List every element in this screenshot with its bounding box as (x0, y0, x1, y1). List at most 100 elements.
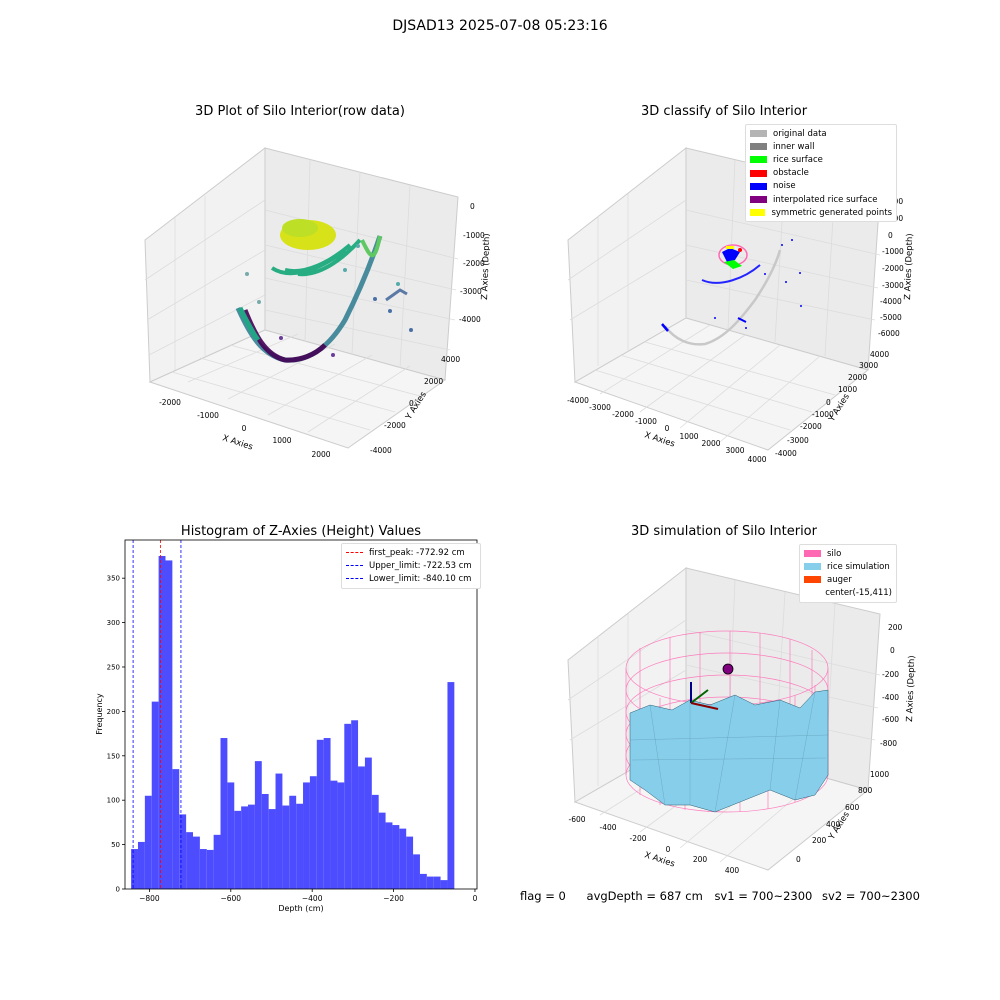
legend-swatch (750, 169, 767, 177)
raw-point-cloud (235, 219, 413, 363)
histogram-bar (289, 795, 297, 889)
svg-text:-1000: -1000 (463, 231, 485, 240)
y-tick-label: 100 (107, 797, 120, 805)
svg-text:-4000: -4000 (775, 449, 797, 458)
svg-text:-1000: -1000 (635, 417, 657, 426)
histogram-bar (179, 814, 187, 889)
histogram-bar (337, 782, 345, 889)
svg-text:400: 400 (826, 820, 841, 829)
y-tick-label: 150 (107, 752, 120, 760)
legend-line (346, 565, 363, 567)
histogram-bar (261, 793, 269, 889)
x-tick-label: −600 (220, 894, 241, 903)
y-axis-ticks: 0 50 100 150 200 250 300 350 (107, 575, 125, 894)
histogram-bar (303, 782, 310, 889)
histogram-bar (213, 834, 221, 889)
svg-text:4000: 4000 (441, 355, 460, 364)
histogram-bar (309, 776, 317, 889)
svg-text:0: 0 (470, 202, 475, 211)
histogram-bar (268, 809, 276, 889)
legend-swatch (804, 590, 819, 597)
histogram-title: Histogram of Z-Axies (Height) Values (180, 524, 422, 539)
svg-text:1000: 1000 (679, 432, 698, 441)
svg-text:4000: 4000 (747, 455, 766, 464)
svg-text:0: 0 (796, 855, 801, 864)
histogram-bar (330, 780, 338, 889)
figure-title: DJSAD13 2025-07-08 05:23:16 (392, 18, 608, 34)
svg-text:-600: -600 (882, 715, 899, 724)
svg-text:0: 0 (826, 398, 831, 407)
svg-text:X Axies: X Axies (643, 850, 676, 869)
svg-text:X Axies: X Axies (221, 433, 254, 452)
flag-status: flag = 0 (520, 889, 566, 903)
histogram-bar (378, 812, 386, 889)
status-line: flag = 0 avgDepth = 687 cm sv1 = 700~230… (520, 889, 920, 903)
svg-text:0: 0 (665, 424, 670, 433)
svg-text:-1000: -1000 (882, 247, 904, 256)
svg-text:-800: -800 (880, 739, 897, 748)
y-tick-label: 350 (107, 575, 120, 583)
svg-text:-3000: -3000 (787, 436, 809, 445)
raw-3d-plot: -2000 -1000 0 1000 2000 -4000 -2000 0 20… (144, 146, 490, 459)
svg-text:-2000: -2000 (612, 410, 634, 419)
histogram-legend: first_peak: -772.92 cm Upper_limit: -722… (341, 543, 481, 589)
sv2-status: sv2 = 700~2300 (822, 889, 920, 903)
x-axis-ticks: −800 −600 −400 −200 0 (139, 889, 478, 903)
legend-swatch (750, 143, 767, 151)
legend-swatch (804, 550, 821, 558)
svg-text:0: 0 (409, 399, 414, 408)
histogram-bar (399, 828, 407, 889)
histogram-bar (206, 849, 214, 889)
sv1-status: sv1 = 700~2300 (714, 889, 813, 903)
svg-text:800: 800 (858, 786, 873, 795)
svg-text:200: 200 (888, 623, 903, 632)
histogram-bar (151, 701, 159, 889)
svg-text:-6000: -6000 (878, 329, 900, 338)
histogram-bar (406, 836, 414, 889)
histogram-frame (124, 539, 478, 890)
y-tick-label: 300 (107, 619, 120, 627)
svg-text:-3000: -3000 (460, 287, 482, 296)
svg-text:-3000: -3000 (589, 403, 611, 412)
x-axis-label: Depth (cm) (278, 904, 323, 913)
svg-text:-3000: -3000 (882, 281, 904, 290)
legend-swatch (750, 209, 766, 217)
svg-text:-4000: -4000 (880, 297, 902, 306)
svg-text:0: 0 (242, 424, 247, 433)
svg-text:-1000: -1000 (812, 410, 834, 419)
svg-text:2000: 2000 (848, 373, 867, 382)
histogram-bar (426, 876, 434, 889)
legend-swatch (804, 576, 821, 584)
svg-text:-4000: -4000 (567, 396, 589, 405)
histogram-chart: −800 −600 −400 −200 0 050100150200250300350 … (95, 539, 478, 913)
histogram-bar (137, 841, 145, 889)
histogram-bar (433, 876, 441, 889)
histogram-bar (419, 873, 427, 889)
svg-text:600: 600 (845, 803, 860, 812)
x-tick-label: 0 (473, 894, 478, 903)
histogram-bar (358, 766, 365, 889)
histogram-bar (165, 560, 173, 889)
classified-points (661, 239, 802, 346)
svg-text:-4000: -4000 (370, 446, 392, 455)
histogram-bar (371, 794, 379, 889)
legend-entry: rice surface (750, 153, 892, 166)
legend-entry: silo (804, 547, 892, 560)
svg-text:0: 0 (890, 646, 895, 655)
svg-text:0: 0 (666, 845, 671, 854)
svg-text:-5000: -5000 (880, 313, 902, 322)
auger-marker (722, 663, 734, 675)
svg-text:400: 400 (725, 866, 740, 875)
simulation-plot-title: 3D simulation of Silo Interior (631, 524, 817, 539)
svg-text:1000: 1000 (272, 436, 291, 445)
raw-plot-title: 3D Plot of Silo Interior(row data) (195, 104, 405, 119)
classify-legend: original data inner wall rice surface ob… (745, 124, 897, 223)
histogram-bar (413, 854, 420, 889)
svg-text:1000: 1000 (838, 385, 857, 394)
histogram-bar (344, 723, 352, 889)
legend-entry: original data (750, 127, 892, 140)
svg-text:-400: -400 (599, 823, 616, 832)
svg-text:2000: 2000 (424, 377, 443, 386)
svg-text:4000: 4000 (870, 350, 889, 359)
svg-text:Z Axies (Depth): Z Axies (Depth) (480, 233, 490, 300)
